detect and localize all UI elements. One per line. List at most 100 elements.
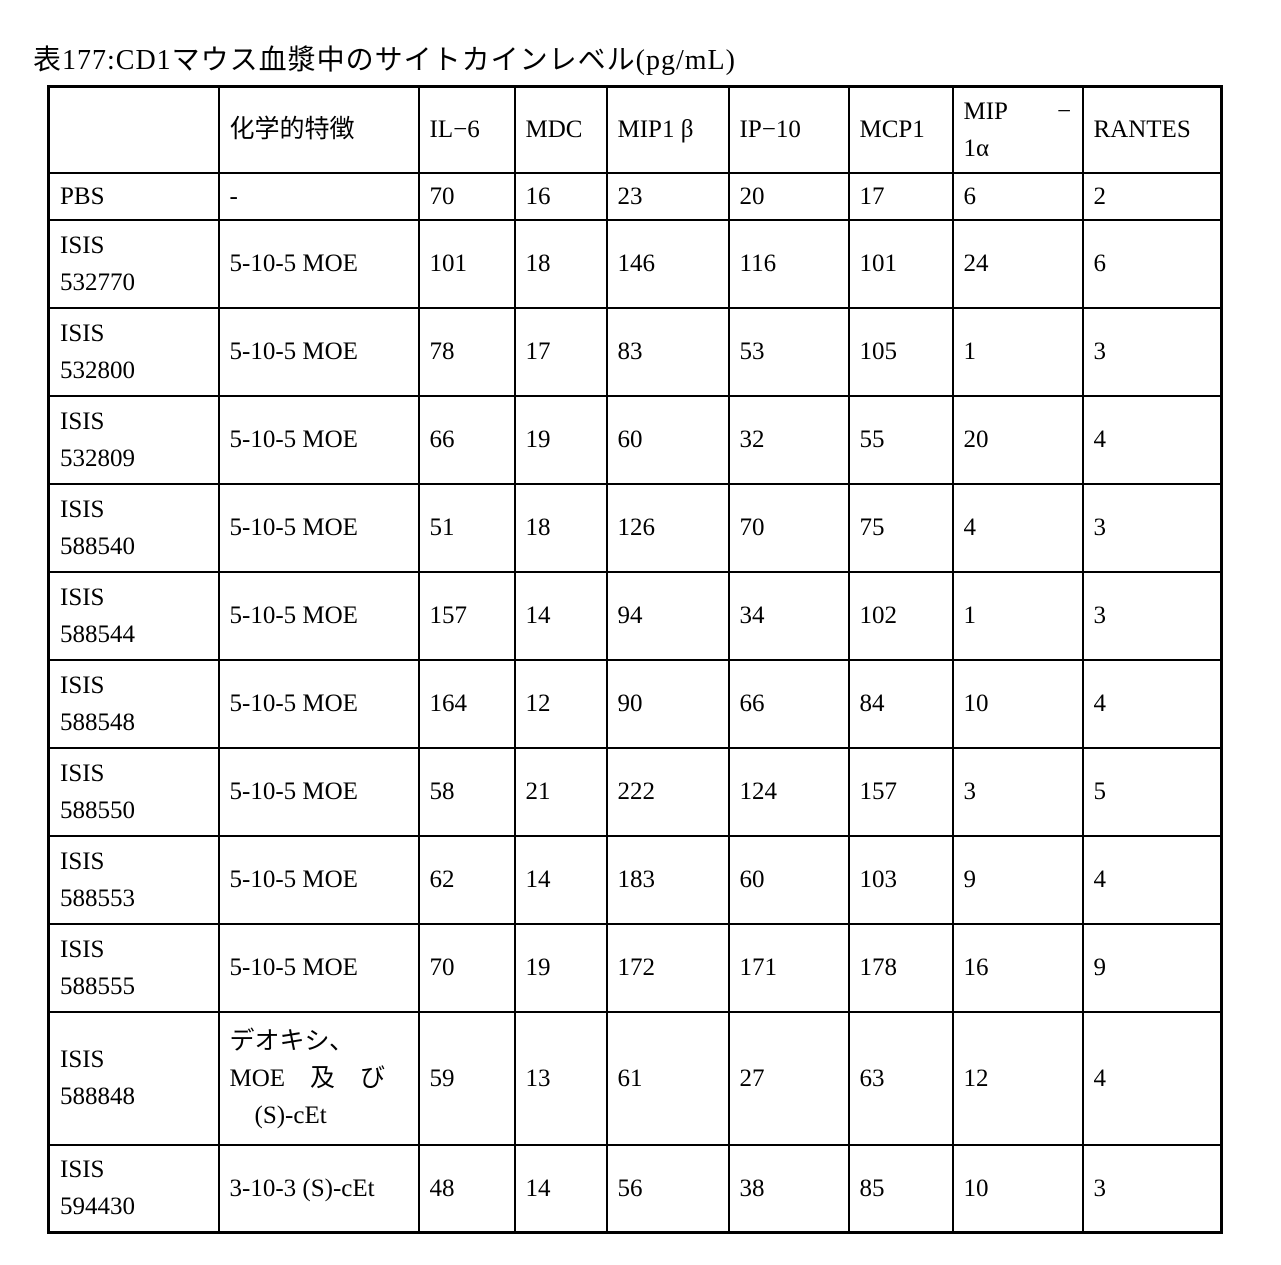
value-cell: 38	[727, 1143, 850, 1234]
table-row: ISIS 588553 5-10-5 MOE 62 14 183 60 103 …	[47, 834, 1223, 925]
value-cell: 14	[513, 834, 608, 925]
value-cell: 164	[417, 658, 516, 749]
column-header-mdc: MDC	[513, 85, 608, 174]
chemistry-cell: デオキシ、 MOE 及 び (S)-cEt	[217, 1010, 420, 1146]
row-label-cell: ISIS 594430	[47, 1143, 220, 1234]
value-cell: 2	[1081, 171, 1223, 221]
value-cell: 17	[847, 171, 954, 221]
value-cell: 70	[727, 482, 850, 573]
value-cell: 146	[605, 218, 730, 309]
value-cell: 157	[417, 570, 516, 661]
value-cell: 20	[951, 394, 1084, 485]
table-row: ISIS 588848 デオキシ、 MOE 及 び (S)-cEt 59 13 …	[47, 1010, 1223, 1146]
value-cell: 13	[513, 1010, 608, 1146]
value-cell: 75	[847, 482, 954, 573]
value-cell: 18	[513, 218, 608, 309]
value-cell: 171	[727, 922, 850, 1013]
row-label-cell: ISIS 532809	[47, 394, 220, 485]
value-cell: 21	[513, 746, 608, 837]
value-cell: 4	[1081, 394, 1223, 485]
value-cell: 20	[727, 171, 850, 221]
header-row: 化学的特徴 IL−6 MDC MIP1 β IP−10 MCP1 MIP − 1…	[47, 85, 1223, 174]
table-row: ISIS 588540 5-10-5 MOE 51 18 126 70 75 4…	[47, 482, 1223, 573]
value-cell: 19	[513, 922, 608, 1013]
value-cell: 53	[727, 306, 850, 397]
value-cell: 61	[605, 1010, 730, 1146]
value-cell: 78	[417, 306, 516, 397]
value-cell: 126	[605, 482, 730, 573]
value-cell: 17	[513, 306, 608, 397]
value-cell: 105	[847, 306, 954, 397]
value-cell: 83	[605, 306, 730, 397]
value-cell: 3	[1081, 306, 1223, 397]
value-cell: 66	[727, 658, 850, 749]
value-cell: 101	[847, 218, 954, 309]
value-cell: 4	[1081, 658, 1223, 749]
chemistry-cell: 5-10-5 MOE	[217, 570, 420, 661]
value-cell: 70	[417, 922, 516, 1013]
row-label-cell: ISIS 588553	[47, 834, 220, 925]
value-cell: 58	[417, 746, 516, 837]
chemistry-cell: -	[217, 171, 420, 221]
column-header-mip1b: MIP1 β	[605, 85, 730, 174]
column-header-mcp1: MCP1	[847, 85, 954, 174]
value-cell: 51	[417, 482, 516, 573]
value-cell: 102	[847, 570, 954, 661]
chemistry-cell: 5-10-5 MOE	[217, 834, 420, 925]
row-label-cell: ISIS 588548	[47, 658, 220, 749]
column-header-il6: IL−6	[417, 85, 516, 174]
value-cell: 27	[727, 1010, 850, 1146]
chemistry-cell: 5-10-5 MOE	[217, 658, 420, 749]
value-cell: 90	[605, 658, 730, 749]
value-cell: 94	[605, 570, 730, 661]
value-cell: 116	[727, 218, 850, 309]
table-row: ISIS 532809 5-10-5 MOE 66 19 60 32 55 20…	[47, 394, 1223, 485]
value-cell: 18	[513, 482, 608, 573]
chemistry-cell: 5-10-5 MOE	[217, 922, 420, 1013]
value-cell: 178	[847, 922, 954, 1013]
chemistry-cell: 5-10-5 MOE	[217, 394, 420, 485]
value-cell: 6	[951, 171, 1084, 221]
value-cell: 84	[847, 658, 954, 749]
chemistry-cell: 5-10-5 MOE	[217, 218, 420, 309]
row-label-cell: ISIS 588555	[47, 922, 220, 1013]
row-label-cell: ISIS 588540	[47, 482, 220, 573]
value-cell: 48	[417, 1143, 516, 1234]
value-cell: 16	[951, 922, 1084, 1013]
value-cell: 60	[605, 394, 730, 485]
column-header-rantes: RANTES	[1081, 85, 1223, 174]
column-header-mip1a: MIP − 1α	[951, 85, 1084, 174]
value-cell: 10	[951, 658, 1084, 749]
value-cell: 55	[847, 394, 954, 485]
value-cell: 1	[951, 570, 1084, 661]
value-cell: 157	[847, 746, 954, 837]
value-cell: 101	[417, 218, 516, 309]
value-cell: 34	[727, 570, 850, 661]
value-cell: 10	[951, 1143, 1084, 1234]
value-cell: 14	[513, 1143, 608, 1234]
value-cell: 85	[847, 1143, 954, 1234]
chemistry-cell: 5-10-5 MOE	[217, 306, 420, 397]
value-cell: 24	[951, 218, 1084, 309]
value-cell: 16	[513, 171, 608, 221]
value-cell: 5	[1081, 746, 1223, 837]
column-header-ip10: IP−10	[727, 85, 850, 174]
value-cell: 23	[605, 171, 730, 221]
value-cell: 19	[513, 394, 608, 485]
value-cell: 172	[605, 922, 730, 1013]
table-row: ISIS 588548 5-10-5 MOE 164 12 90 66 84 1…	[47, 658, 1223, 749]
value-cell: 32	[727, 394, 850, 485]
value-cell: 62	[417, 834, 516, 925]
chemistry-cell: 3-10-3 (S)-cEt	[217, 1143, 420, 1234]
value-cell: 1	[951, 306, 1084, 397]
value-cell: 183	[605, 834, 730, 925]
value-cell: 12	[513, 658, 608, 749]
value-cell: 4	[1081, 1010, 1223, 1146]
table-row: ISIS 594430 3-10-3 (S)-cEt 48 14 56 38 8…	[47, 1143, 1223, 1234]
column-header-blank	[47, 85, 220, 174]
value-cell: 6	[1081, 218, 1223, 309]
table-row: ISIS 588550 5-10-5 MOE 58 21 222 124 157…	[47, 746, 1223, 837]
value-cell: 4	[1081, 834, 1223, 925]
value-cell: 124	[727, 746, 850, 837]
